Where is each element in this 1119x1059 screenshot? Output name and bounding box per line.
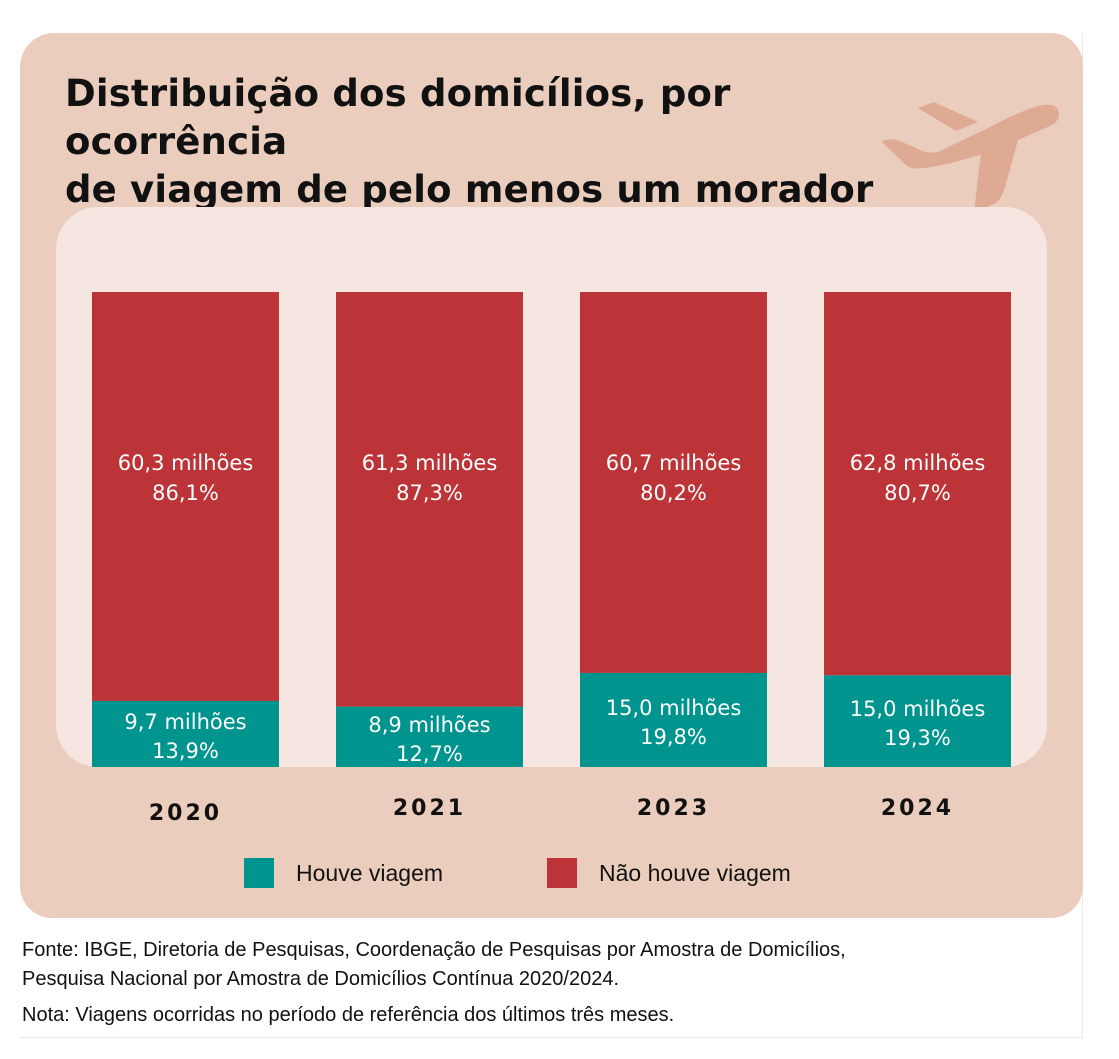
note-line: Nota: Viagens ocorridas no período de re… [22,1004,675,1026]
legend-item-houve-viagem: Houve viagem [244,858,443,888]
chart-title-line-1: Distribuição dos domicílios, por ocorrên… [65,72,731,163]
chart-panel [56,207,1047,767]
airplane-icon [882,102,1059,213]
chart-title-line-2: de viagem de pelo menos um morador [65,168,874,211]
legend: Houve viagem Não houve viagem [244,857,895,889]
legend-label-houve-viagem: Houve viagem [296,859,444,886]
legend-swatch-nao-houve-viagem [547,858,578,888]
chart-title: Distribuição dos domicílios, por ocorrên… [65,70,965,214]
source-notes: Fonte: IBGE, Diretoria de Pesquisas, Coo… [22,936,1087,1030]
legend-label-nao-houve-viagem: Não houve viagem [599,859,791,886]
source-line-1: Fonte: IBGE, Diretoria de Pesquisas, Coo… [22,939,846,961]
legend-item-nao-houve-viagem: Não houve viagem [547,858,791,888]
legend-swatch-houve-viagem [244,858,274,888]
source-line-2: Pesquisa Nacional por Amostra de Domicíl… [22,968,620,990]
